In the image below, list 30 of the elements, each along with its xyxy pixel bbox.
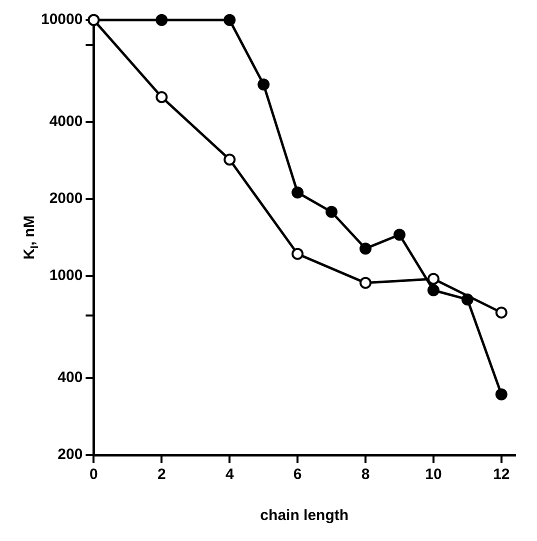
point: [326, 206, 338, 218]
x-tick-label: 10: [425, 466, 442, 484]
x-tick-label: 12: [493, 466, 510, 484]
x-tick-label: 8: [361, 466, 370, 484]
y-tick-label: 4000: [49, 113, 83, 130]
point: [360, 276, 372, 289]
point: [292, 186, 304, 198]
point: [292, 248, 304, 260]
point: [495, 306, 508, 319]
y-tick-label: 1000: [49, 267, 83, 284]
point: [224, 154, 236, 166]
x-tick-label: 2: [157, 466, 166, 484]
point: [495, 388, 508, 400]
point: [258, 78, 270, 90]
point: [393, 228, 406, 241]
point: [156, 14, 168, 26]
point: [427, 284, 440, 296]
x-axis-title: chain length: [260, 507, 349, 524]
point: [156, 91, 168, 104]
x-tick-label: 0: [90, 466, 98, 484]
y-axis-title: KI, nM: [21, 216, 42, 260]
y-tick-label: 400: [58, 369, 83, 386]
point: [224, 14, 236, 26]
point: [427, 272, 440, 285]
y-tick-label: 10000: [40, 11, 83, 28]
y-tick-label: 2000: [49, 190, 83, 208]
point: [360, 242, 372, 255]
x-tick-label: 4: [225, 466, 234, 484]
x-tick-label: 6: [293, 466, 302, 484]
y-tick-label: 200: [58, 446, 83, 464]
